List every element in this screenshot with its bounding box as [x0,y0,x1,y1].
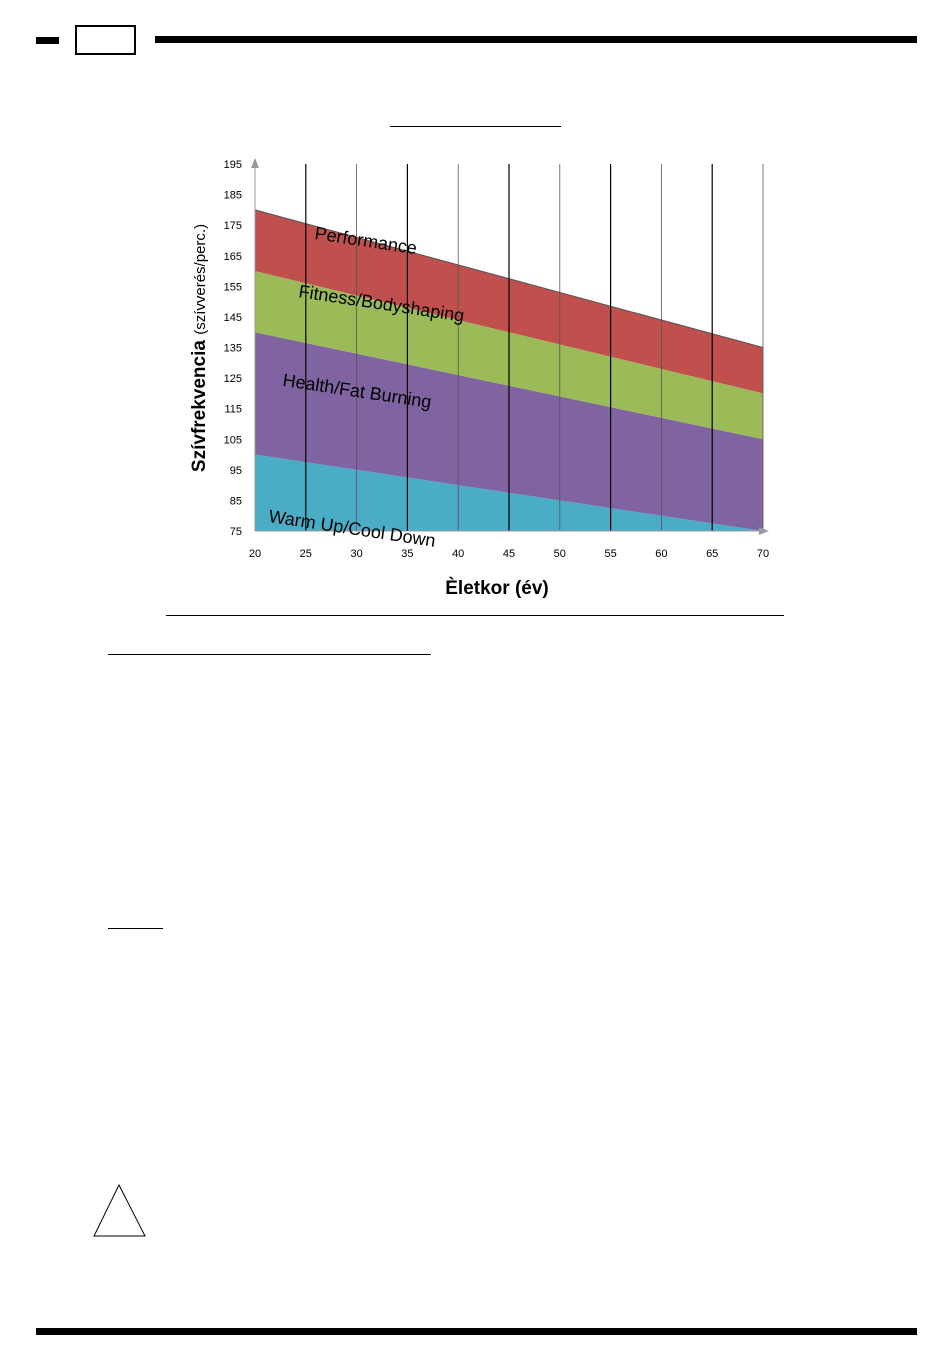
x-tick-label-30: 30 [350,548,362,560]
y-tick-label-85: 85 [230,495,242,507]
subheading-rule [108,928,163,929]
chart-title-rule [390,126,561,127]
x-tick-label-25: 25 [300,548,312,560]
x-tick-label-70: 70 [757,548,769,560]
chart-bottom-rule [166,615,784,616]
y-tick-label-155: 155 [224,281,242,293]
warning-triangle-icon [93,1183,146,1237]
footer-bar [36,1328,917,1335]
x-tick-label-45: 45 [503,548,515,560]
x-tick-label-60: 60 [655,548,667,560]
header-bar-left [36,37,59,44]
y-tick-label-105: 105 [224,434,242,446]
heart-rate-zone-chart: 75 85 95 105 115 125 135 145 155 165 175 185 195 20 25… [189,158,769,599]
page-number-box [75,25,136,55]
y-tick-label-115: 115 [224,404,242,416]
section-heading-rule [108,654,431,655]
x-tick-label-40: 40 [452,548,464,560]
y-axis-label-unit: (szívverés/perc.) [192,224,209,335]
zone-area-0 [255,454,763,531]
y-tick-label-135: 135 [224,343,242,355]
y-tick-label-95: 95 [230,465,242,477]
y-axis-label: Szívfrekvencia (szívverés/perc.) [189,224,210,472]
y-tick-label-145: 145 [224,312,242,324]
x-tick-label-20: 20 [249,548,261,560]
y-tick-label-175: 175 [224,220,242,232]
y-tick-label-195: 195 [224,159,242,171]
x-tick-label-55: 55 [604,548,616,560]
x-axis-arrow [759,527,769,535]
x-tick-label-35: 35 [401,548,413,560]
header-bar-right [155,36,917,43]
y-tick-label-125: 125 [224,373,242,385]
y-tick-label-75: 75 [230,526,242,538]
x-axis-label: Èletkor (év) [445,577,548,599]
y-tick-label-185: 185 [224,190,242,202]
y-tick-label-165: 165 [224,251,242,263]
y-axis-arrow [251,158,259,168]
x-tick-label-65: 65 [706,548,718,560]
y-axis-label-main: Szívfrekvencia [189,335,210,472]
x-tick-label-50: 50 [554,548,566,560]
